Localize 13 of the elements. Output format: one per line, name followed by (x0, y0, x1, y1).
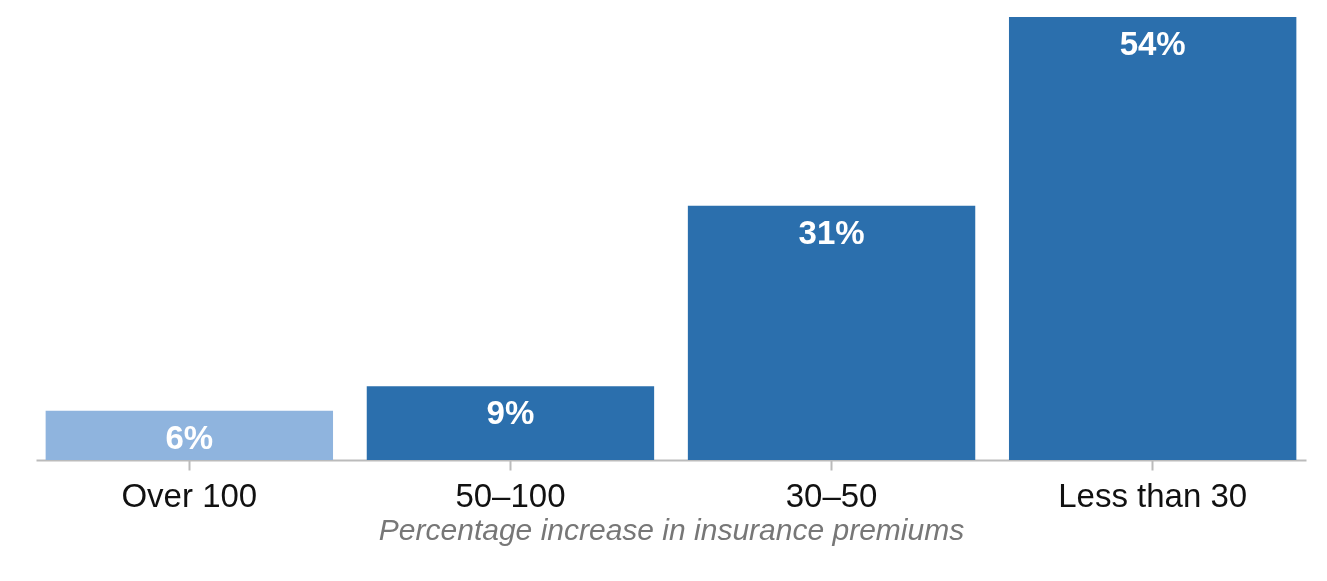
data-label: 9% (486, 394, 535, 432)
data-label: 6% (165, 418, 214, 456)
bar (366, 386, 655, 460)
x-tick-label: 30–50 (785, 476, 878, 514)
data-label: 54% (1119, 25, 1186, 62)
x-tick-label: 50–100 (455, 476, 566, 514)
data-label: 31% (798, 213, 865, 251)
bar (687, 205, 976, 460)
x-tick-label: Less than 30 (1058, 476, 1248, 514)
bar (45, 410, 334, 460)
x-axis-title: Percentage increase in insurance premiums (378, 512, 965, 546)
bar (1008, 17, 1297, 460)
x-tick-label: Over 100 (121, 476, 258, 514)
